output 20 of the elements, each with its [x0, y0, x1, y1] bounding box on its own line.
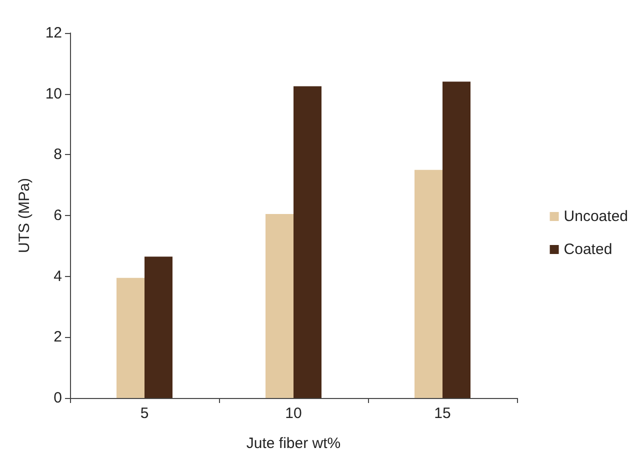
bar [266, 214, 294, 398]
x-tick-label: 15 [434, 405, 451, 422]
y-axis-title: UTS (MPa) [16, 178, 33, 253]
y-tick-label: 4 [54, 268, 62, 285]
bar [144, 256, 172, 398]
y-tick-label: 2 [54, 328, 62, 346]
x-tick-label: 5 [140, 405, 149, 422]
bar [294, 86, 322, 398]
y-tick-label: 6 [54, 207, 62, 224]
y-tick-label: 0 [54, 390, 62, 406]
bar [442, 82, 470, 398]
y-tick-label: 10 [45, 85, 62, 102]
bar [414, 170, 442, 398]
legend-label: Coated [564, 241, 612, 258]
x-tick-label: 10 [285, 405, 302, 422]
legend-label: Uncoated [564, 208, 628, 225]
x-axis-title: Jute fiber wt% [246, 435, 341, 452]
y-tick-label: 8 [54, 146, 62, 164]
y-tick-label: 12 [45, 24, 62, 42]
bar [116, 278, 144, 398]
